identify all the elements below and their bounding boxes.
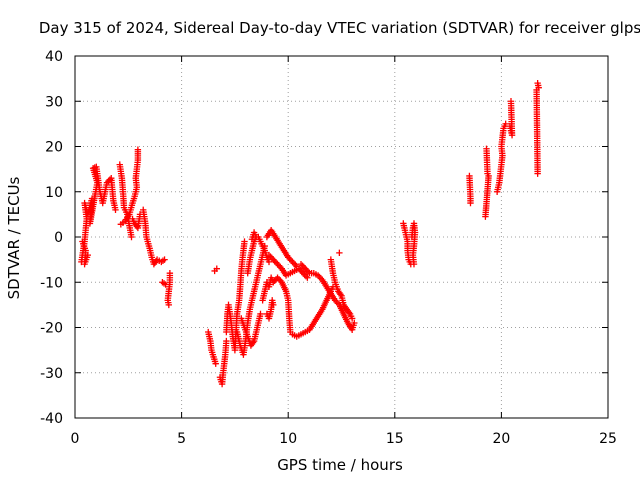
- y-tick-label: 0: [54, 230, 63, 246]
- data-point: [502, 120, 509, 128]
- x-tick-label: 10: [279, 431, 297, 447]
- data-point: [410, 260, 418, 268]
- data-point: [257, 310, 264, 318]
- data-point: [161, 256, 168, 263]
- x-tick-label: 15: [386, 431, 404, 447]
- data-point: [223, 337, 230, 345]
- data-point: [304, 274, 311, 281]
- y-tick-label: -30: [40, 366, 63, 382]
- y-tick-label: 20: [45, 140, 63, 156]
- plot-frame: [74, 55, 609, 419]
- x-tick-label: 5: [177, 431, 186, 447]
- data-point: [270, 301, 277, 309]
- y-tick-label: -40: [40, 411, 63, 427]
- axis-ticks: 0 5 10 15 20 25 -40 -30 -20 -10 0 10 20 30 40: [40, 49, 617, 447]
- data-point: [212, 360, 219, 367]
- data-point: [112, 206, 119, 214]
- data-point: [351, 319, 358, 327]
- y-axis-label: SDTVAR / TECUs: [5, 176, 23, 299]
- x-axis-label: GPS time / hours: [277, 456, 403, 474]
- data-point: [213, 265, 220, 272]
- grid-lines: [75, 56, 608, 418]
- data-point: [128, 233, 135, 241]
- data-point: [265, 258, 273, 266]
- y-tick-label: 40: [45, 49, 63, 65]
- data-point: [248, 236, 256, 243]
- data-point: [507, 98, 515, 105]
- data-point: [534, 170, 541, 177]
- x-tick-label: 0: [71, 431, 80, 447]
- data-point: [467, 199, 474, 207]
- x-tick-label: 25: [599, 431, 617, 447]
- y-tick-label: -20: [40, 321, 63, 337]
- data-point: [293, 263, 300, 270]
- y-tick-label: -10: [40, 275, 63, 291]
- data-point: [348, 315, 356, 322]
- data-point: [134, 146, 142, 153]
- data-point: [84, 251, 91, 259]
- data-points: [78, 79, 542, 388]
- y-tick-label: 10: [45, 185, 63, 201]
- data-point: [336, 249, 343, 257]
- x-tick-label: 20: [492, 431, 510, 447]
- chart-title: Day 315 of 2024, Sidereal Day-to-day VTE…: [39, 19, 640, 37]
- data-point: [241, 238, 248, 245]
- y-tick-label: 30: [45, 94, 63, 110]
- data-point: [482, 213, 489, 220]
- data-point: [165, 301, 173, 309]
